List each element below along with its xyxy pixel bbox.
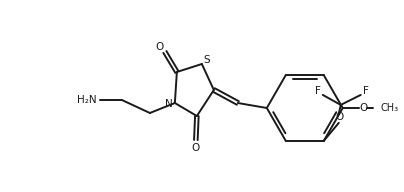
- Text: O: O: [360, 103, 368, 113]
- Text: F: F: [363, 86, 369, 96]
- Text: S: S: [204, 55, 210, 65]
- Text: N: N: [165, 99, 173, 109]
- Text: O: O: [336, 112, 344, 122]
- Text: CH₃: CH₃: [381, 103, 399, 113]
- Text: O: O: [192, 143, 200, 153]
- Text: H₂N: H₂N: [77, 95, 97, 105]
- Text: F: F: [315, 86, 321, 96]
- Text: O: O: [156, 42, 164, 52]
